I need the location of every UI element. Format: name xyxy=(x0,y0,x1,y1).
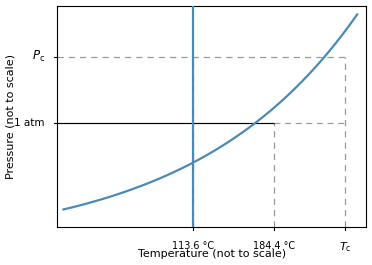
Y-axis label: Pressure (not to scale): Pressure (not to scale) xyxy=(6,54,16,179)
Text: $P_{\rm c}$: $P_{\rm c}$ xyxy=(32,49,45,64)
Text: 113.6 °C: 113.6 °C xyxy=(172,241,214,250)
Text: 1 atm: 1 atm xyxy=(15,118,45,128)
X-axis label: Temperature (not to scale): Temperature (not to scale) xyxy=(138,249,286,259)
Text: $T_{\rm c}$: $T_{\rm c}$ xyxy=(339,241,351,254)
Text: 184.4 °C: 184.4 °C xyxy=(253,241,295,250)
